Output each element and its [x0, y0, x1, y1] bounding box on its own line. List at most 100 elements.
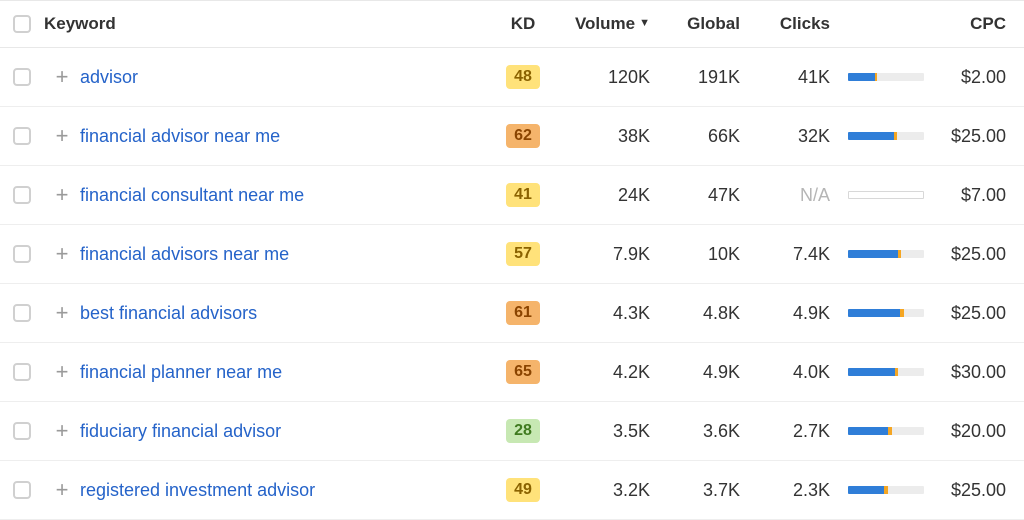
- row-global: 3.7K: [664, 480, 750, 501]
- row-volume: 120K: [554, 67, 664, 88]
- row-keyword-cell: financial consultant near me: [80, 185, 492, 206]
- row-volume: 3.5K: [554, 421, 664, 442]
- row-checkbox[interactable]: [13, 68, 31, 86]
- row-checkbox-cell: [0, 186, 44, 204]
- clicks-bar-segment-blue: [848, 132, 894, 140]
- row-volume: 7.9K: [554, 244, 664, 265]
- row-kd-cell: 48: [492, 65, 554, 89]
- kd-badge: 61: [506, 301, 540, 325]
- table-header-row: Keyword KD Volume ▼ Global Clicks CPC: [0, 0, 1024, 48]
- row-clicks: 4.9K: [750, 303, 840, 324]
- row-expand-cell: +: [44, 243, 80, 265]
- kd-badge: 48: [506, 65, 540, 89]
- row-expand-cell: +: [44, 420, 80, 442]
- expand-icon[interactable]: +: [56, 243, 69, 265]
- row-checkbox-cell: [0, 304, 44, 322]
- header-cpc[interactable]: CPC: [932, 14, 1024, 34]
- row-keyword-cell: financial advisor near me: [80, 126, 492, 147]
- row-checkbox[interactable]: [13, 481, 31, 499]
- row-checkbox[interactable]: [13, 422, 31, 440]
- row-kd-cell: 41: [492, 183, 554, 207]
- row-global: 4.8K: [664, 303, 750, 324]
- row-clicks: 32K: [750, 126, 840, 147]
- header-checkbox-cell: [0, 15, 44, 33]
- row-clicks-bar-cell: [840, 368, 932, 376]
- clicks-bar-segment-blue: [848, 250, 898, 258]
- row-keyword-cell: financial advisors near me: [80, 244, 492, 265]
- row-keyword-cell: fiduciary financial advisor: [80, 421, 492, 442]
- row-kd-cell: 49: [492, 478, 554, 502]
- kd-badge: 41: [506, 183, 540, 207]
- row-kd-cell: 61: [492, 301, 554, 325]
- clicks-bar: [848, 250, 924, 258]
- row-clicks-bar-cell: [840, 427, 932, 435]
- clicks-bar-segment-orange: [894, 132, 897, 140]
- table-body: +advisor48120K191K41K$2.00+financial adv…: [0, 48, 1024, 520]
- row-checkbox[interactable]: [13, 127, 31, 145]
- row-checkbox[interactable]: [13, 186, 31, 204]
- clicks-bar: [848, 368, 924, 376]
- expand-icon[interactable]: +: [56, 184, 69, 206]
- select-all-checkbox[interactable]: [13, 15, 31, 33]
- keyword-link[interactable]: financial advisors near me: [80, 244, 289, 264]
- keyword-link[interactable]: advisor: [80, 67, 138, 87]
- keyword-link[interactable]: registered investment advisor: [80, 480, 315, 500]
- keyword-link[interactable]: fiduciary financial advisor: [80, 421, 281, 441]
- clicks-bar: [848, 132, 924, 140]
- row-checkbox[interactable]: [13, 245, 31, 263]
- row-clicks-bar-cell: [840, 73, 932, 81]
- row-cpc: $30.00: [932, 362, 1024, 383]
- clicks-bar-segment-orange: [884, 486, 887, 494]
- row-clicks: N/A: [750, 185, 840, 206]
- row-kd-cell: 62: [492, 124, 554, 148]
- row-cpc: $25.00: [932, 244, 1024, 265]
- row-checkbox[interactable]: [13, 304, 31, 322]
- row-checkbox-cell: [0, 363, 44, 381]
- keyword-link[interactable]: financial advisor near me: [80, 126, 280, 146]
- row-volume: 38K: [554, 126, 664, 147]
- row-clicks-bar-cell: [840, 486, 932, 494]
- header-clicks[interactable]: Clicks: [750, 14, 840, 34]
- keyword-link[interactable]: financial planner near me: [80, 362, 282, 382]
- clicks-bar: [848, 73, 924, 81]
- row-cpc: $20.00: [932, 421, 1024, 442]
- row-global: 191K: [664, 67, 750, 88]
- table-row: +financial advisors near me577.9K10K7.4K…: [0, 225, 1024, 284]
- expand-icon[interactable]: +: [56, 479, 69, 501]
- row-expand-cell: +: [44, 125, 80, 147]
- table-row: +registered investment advisor493.2K3.7K…: [0, 461, 1024, 520]
- keywords-table: Keyword KD Volume ▼ Global Clicks CPC + a…: [0, 0, 1024, 520]
- row-checkbox-cell: [0, 422, 44, 440]
- row-keyword-cell: financial planner near me: [80, 362, 492, 383]
- clicks-bar-segment-orange: [875, 73, 877, 81]
- table-row: +advisor48120K191K41K$2.00: [0, 48, 1024, 107]
- row-expand-cell: +: [44, 479, 80, 501]
- sort-desc-icon: ▼: [639, 17, 650, 29]
- row-clicks: 4.0K: [750, 362, 840, 383]
- keyword-link[interactable]: best financial advisors: [80, 303, 257, 323]
- row-clicks: 41K: [750, 67, 840, 88]
- keyword-link[interactable]: financial consultant near me: [80, 185, 304, 205]
- row-volume: 24K: [554, 185, 664, 206]
- table-row: +financial consultant near me4124K47KN/A…: [0, 166, 1024, 225]
- row-clicks-bar-cell: [840, 309, 932, 317]
- expand-icon[interactable]: +: [56, 302, 69, 324]
- header-global[interactable]: Global: [664, 14, 750, 34]
- header-keyword[interactable]: Keyword: [44, 14, 492, 34]
- header-kd[interactable]: KD: [492, 14, 554, 34]
- kd-badge: 65: [506, 360, 540, 384]
- table-row: +financial planner near me654.2K4.9K4.0K…: [0, 343, 1024, 402]
- row-clicks: 7.4K: [750, 244, 840, 265]
- row-expand-cell: +: [44, 302, 80, 324]
- header-volume[interactable]: Volume ▼: [554, 14, 664, 34]
- expand-icon[interactable]: +: [56, 125, 69, 147]
- row-expand-cell: +: [44, 66, 80, 88]
- expand-icon[interactable]: +: [56, 66, 69, 88]
- expand-icon[interactable]: +: [56, 361, 69, 383]
- expand-icon[interactable]: +: [56, 420, 69, 442]
- row-checkbox[interactable]: [13, 363, 31, 381]
- row-checkbox-cell: [0, 68, 44, 86]
- row-clicks-bar-cell: [840, 191, 932, 199]
- clicks-bar-segment-orange: [888, 427, 893, 435]
- row-keyword-cell: best financial advisors: [80, 303, 492, 324]
